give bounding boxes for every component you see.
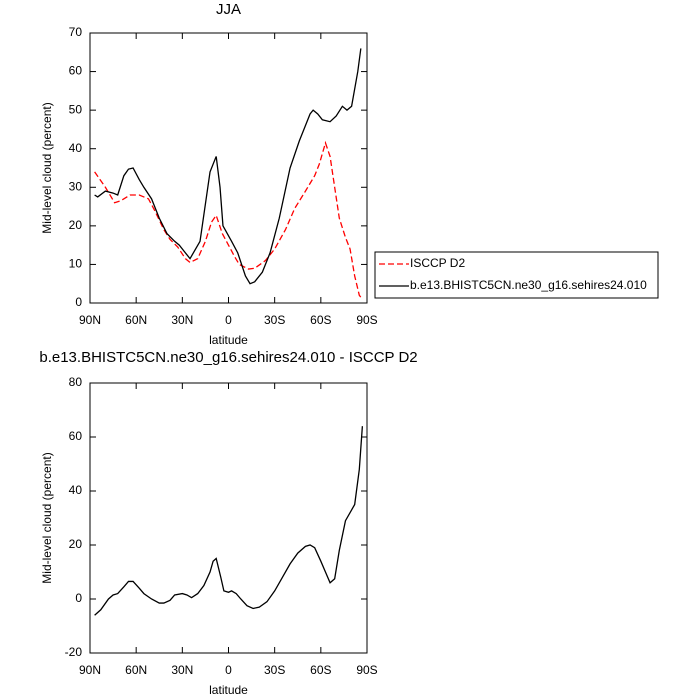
y-tick-label: 30 [69, 179, 83, 193]
y-tick-label: 40 [69, 141, 83, 155]
y-tick-label: 50 [69, 102, 83, 116]
x-tick-label: 30S [264, 313, 285, 327]
y-tick-label: 70 [69, 25, 83, 39]
x-tick-label: 60S [310, 663, 331, 677]
x-tick-label: 90S [356, 313, 377, 327]
x-tick-label: 30N [171, 663, 193, 677]
x-tick-label: 90N [79, 313, 101, 327]
x-tick-label: 0 [225, 313, 232, 327]
y-tick-label: 60 [69, 429, 83, 443]
y-tick-label: 0 [75, 295, 82, 309]
data-line [94, 48, 362, 285]
y-tick-label: 40 [69, 483, 83, 497]
y-axis-label: Mid-level cloud (percent) [40, 452, 54, 583]
legend-label: b.e13.BHISTC5CN.ne30_g16.sehires24.010 [410, 278, 647, 292]
legend-label: ISCCP D2 [410, 256, 465, 270]
x-tick-label: 60S [310, 313, 331, 327]
legend-box [374, 251, 659, 299]
plot-frame [89, 382, 368, 654]
x-tick-label: 90N [79, 663, 101, 677]
plot-frame [89, 32, 368, 304]
x-tick-label: 60N [125, 313, 147, 327]
y-tick-label: 20 [69, 537, 83, 551]
x-tick-label: 60N [125, 663, 147, 677]
data-line [94, 426, 364, 616]
chart-title: b.e13.BHISTC5CN.ne30_g16.sehires24.010 -… [39, 349, 417, 366]
x-axis-label: latitude [209, 333, 248, 347]
y-tick-label: 10 [69, 257, 83, 271]
x-tick-label: 30S [264, 663, 285, 677]
x-tick-label: 30N [171, 313, 193, 327]
y-tick-label: 0 [75, 591, 82, 605]
y-tick-label: 80 [69, 375, 83, 389]
y-axis-label: Mid-level cloud (percent) [40, 102, 54, 233]
data-line [94, 140, 363, 300]
x-tick-label: 0 [225, 663, 232, 677]
y-tick-label: 60 [69, 64, 83, 78]
y-tick-label: -20 [65, 645, 83, 659]
chart-title: JJA [216, 1, 241, 18]
y-tick-label: 20 [69, 218, 83, 232]
x-axis-label: latitude [209, 683, 248, 697]
x-tick-label: 90S [356, 663, 377, 677]
